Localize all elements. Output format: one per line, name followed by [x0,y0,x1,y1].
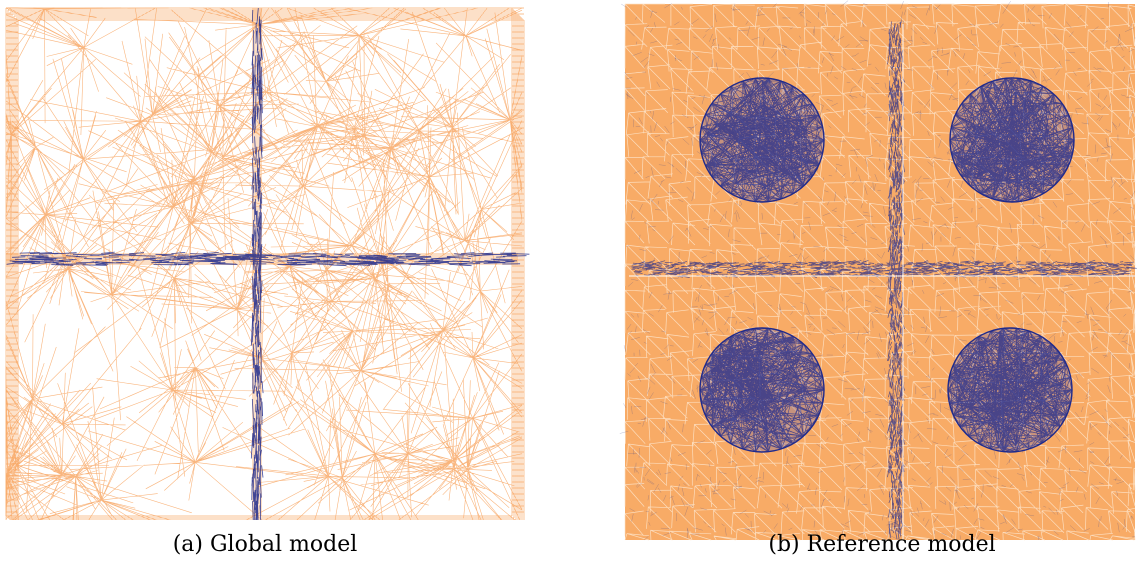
inclusion-outline [699,77,825,203]
inclusion-outline [699,327,825,453]
inclusion-sphere-1 [699,77,825,203]
inclusion-sphere-2 [949,77,1075,203]
interface-edges [6,7,530,520]
panel-global-model: (a) Global model [0,0,530,582]
inclusion-sphere-4 [947,327,1073,453]
global-mesh-wireframe [5,7,523,520]
inclusion-outline [949,77,1075,203]
caption-reference-model: (b) Reference model [768,532,996,557]
reference-model-mesh-image [619,0,1137,541]
global-mesh-edges [5,7,523,520]
reference-mesh-inclusions [699,77,1075,453]
caption-global-model: (a) Global model [172,532,358,557]
panel-reference-model: (b) Reference model [617,0,1147,582]
inclusion-outline [947,327,1073,453]
inclusion-edges [699,328,825,452]
reference-interface-edges [631,20,1137,540]
reference-mesh-interfaces [629,20,1137,540]
global-mesh-interfaces [6,7,530,520]
global-model-mesh-image [5,7,530,520]
inclusion-edges [949,78,1075,202]
inclusion-sphere-3 [699,327,825,453]
inclusion-edges [947,328,1073,452]
